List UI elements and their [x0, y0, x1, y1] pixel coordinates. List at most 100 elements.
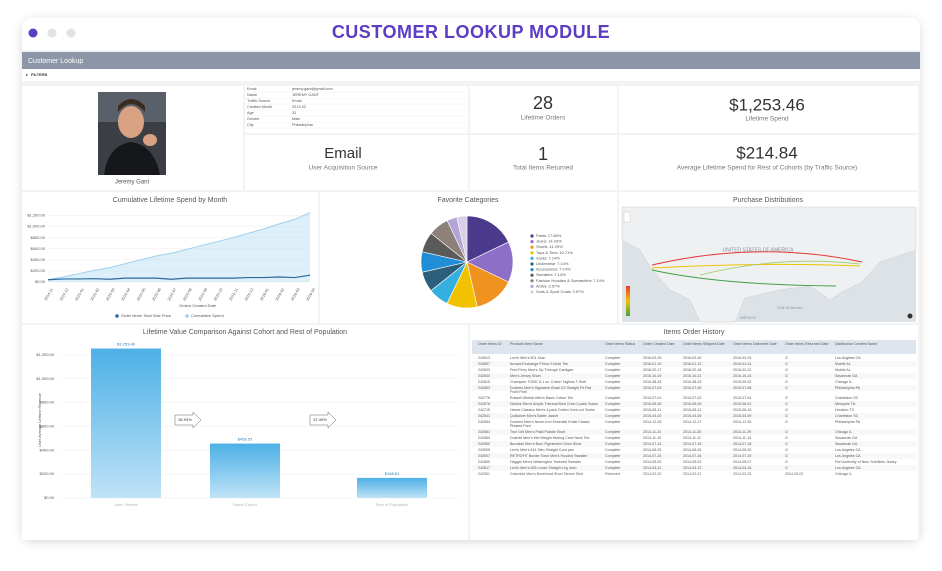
table-cell: Complete — [605, 362, 620, 366]
table-cell: 243005 — [478, 448, 490, 452]
info-icon[interactable] — [907, 313, 913, 319]
table-cell: 2014-03-11 — [643, 466, 661, 470]
arrow-label: 36.93% — [178, 417, 192, 422]
table-cell: 2014-11-24 — [643, 430, 661, 434]
legend-name: Shorts — [536, 244, 548, 249]
legend-label: Jeans 14.29% — [536, 239, 562, 244]
kpi-value: $214.84 — [736, 143, 797, 162]
legend-label: Pants 17.86% — [536, 233, 562, 238]
table-cell: Order Items Delivered Date — [733, 342, 777, 346]
map-label: UNITED STATES OF AMERICA — [723, 247, 795, 253]
table-cell: 2016-03-25 — [643, 356, 661, 360]
table-cell: Complete — [605, 442, 620, 446]
legend-value: 10.71% — [559, 250, 573, 255]
y-tick-label: $1,200.00 — [36, 352, 55, 357]
legend-name: Tops & Tees — [536, 250, 558, 255]
x-tick-label: 2015-12 — [244, 288, 254, 302]
legend-name: Suits & Sport Coats — [536, 289, 571, 294]
legend-swatch — [185, 314, 189, 318]
table-cell: 2014-07-18 — [733, 442, 751, 446]
table-cell: Levi's Men's 505 Loose Straight Leg Jean — [510, 466, 577, 470]
table-cell: 2015-05-11 — [643, 408, 661, 412]
table-cell: 242815 — [478, 380, 490, 384]
table-cell: 243003 — [478, 368, 490, 372]
kpi-label: Lifetime Spend — [745, 116, 789, 123]
table-cell: Quiksilver Men's Batter Jacket — [510, 414, 558, 418]
panel — [470, 135, 617, 190]
table-cell: Complete — [605, 380, 620, 384]
profile-photo — [98, 92, 166, 175]
arrow-label: 37.49% — [313, 417, 327, 422]
y-tick-label: $800.00 — [40, 400, 55, 405]
table-cell: Charleston SC — [835, 396, 859, 400]
legend-swatch — [530, 268, 534, 272]
table-cell: 242776 — [478, 396, 490, 400]
table-cell: 2014-12-27 — [683, 420, 701, 424]
arrow — [309, 411, 337, 429]
field-value: 32 — [292, 111, 296, 115]
table-cell: Houston TX — [835, 408, 855, 412]
table-cell: Dickies Men's Acrylic Thermal Boot Crew … — [510, 402, 598, 406]
window-dot[interactable] — [47, 28, 57, 38]
x-tick-label: 2015-03 — [105, 288, 115, 302]
legend-value: 7.14% — [548, 255, 560, 260]
line — [47, 274, 311, 281]
table-cell: 242554 — [478, 420, 490, 424]
table-cell: Philadelphia PA — [835, 386, 861, 390]
table-cell: Complete — [605, 448, 620, 452]
table-cell: 2015-07-04 — [733, 396, 751, 400]
table-cell: ∅ — [785, 414, 788, 418]
table-cell: 2015-10-19 — [643, 374, 661, 378]
filters-label[interactable]: FILTERS — [31, 72, 48, 77]
line — [47, 212, 311, 281]
filter-bar[interactable] — [22, 69, 920, 81]
x-tick-label: 2016-01 — [259, 288, 269, 302]
legend-swatch — [530, 273, 534, 277]
map-label: Gulf of Mexico — [777, 305, 803, 310]
table-cell: ∅ — [785, 396, 788, 400]
row-stripe — [472, 413, 916, 419]
table-cell: Order Items Shipped Date — [683, 342, 725, 346]
table-cell: 2015-05-29 — [683, 402, 701, 406]
table-cell: ∅ — [785, 374, 788, 378]
table-cell: Savannah GA — [835, 374, 858, 378]
table-cell: Haggar Men's Washington Textured Sweater — [510, 460, 582, 464]
legend-label: Underwear 7.14% — [536, 261, 569, 266]
map-arc — [651, 251, 863, 266]
chart-title: Favorite Categories — [437, 197, 499, 204]
y-tick-label: $1,000.00 — [36, 376, 55, 381]
legend-label: Accessories 7.14% — [536, 267, 571, 272]
table-cell: ∅ — [785, 460, 788, 464]
table-cell: 2014-11-11 — [683, 436, 701, 440]
table-cell: Mobile AL — [835, 362, 851, 366]
field-label: Name — [247, 93, 257, 97]
map-arc — [699, 260, 861, 276]
window-dot[interactable] — [28, 28, 38, 38]
table-cell: 242541 — [478, 414, 490, 418]
table-cell: Products Item Name — [510, 342, 543, 346]
legend-value: 7.14% — [554, 272, 566, 277]
table-cell: Complete — [605, 466, 620, 470]
arrow — [174, 411, 202, 429]
zoom-control[interactable] — [623, 211, 631, 223]
table-cell: 2016-02-22 — [733, 368, 751, 372]
row-stripe — [472, 373, 916, 379]
table-cell: Complete — [605, 454, 620, 458]
row-stripe — [472, 465, 916, 471]
table-cell: Memphis TN — [835, 402, 856, 406]
table-cell: 2015-07-01 — [643, 396, 661, 400]
field-value: Email — [292, 99, 302, 103]
window-dot[interactable] — [66, 28, 76, 38]
map-arc — [651, 269, 837, 287]
table-cell: 242960 — [478, 442, 490, 446]
color-ramp — [626, 286, 630, 316]
table-cell: 242800 — [478, 460, 490, 464]
y-tick-label: $600.00 — [40, 424, 55, 429]
table-cell: 2014-11-14 — [733, 436, 751, 440]
table-cell: 2014-05-26 — [683, 448, 701, 452]
x-tick-label: 2015-08 — [182, 288, 192, 302]
table-cell: 2015-10-21 — [683, 374, 701, 378]
table-cell: ∅ — [785, 420, 788, 424]
table-cell: 2014-11-25 — [683, 430, 701, 434]
legend-name: Fashion Hoodies & Sweatshirts — [536, 278, 592, 283]
